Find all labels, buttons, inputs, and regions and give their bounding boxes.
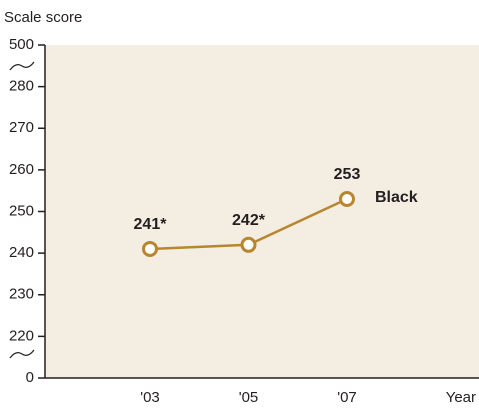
y-axis-label: Scale score [4, 9, 82, 26]
x-tick-label: '03 [140, 389, 160, 406]
x-tick-label: '05 [239, 389, 259, 406]
y-tick-label: 260 [9, 161, 34, 178]
y-tick-label: 220 [9, 327, 34, 344]
y-tick-label: 250 [9, 202, 34, 219]
y-tick-label: 500 [9, 36, 34, 53]
marker [142, 240, 158, 257]
marker [339, 191, 355, 208]
marker [240, 236, 257, 253]
data-label: 241* [134, 216, 168, 233]
y-tick-label: 280 [9, 78, 34, 95]
y-tick-label: 0 [26, 369, 34, 386]
data-label: 242* [232, 212, 266, 229]
y-tick-label: 230 [9, 286, 34, 303]
axis-break [9, 61, 35, 71]
data-label: 253 [334, 166, 361, 183]
legend-label: Black [375, 189, 418, 206]
x-axis-label: Year [446, 389, 476, 406]
axis-break [9, 349, 35, 359]
plot-area [45, 45, 479, 378]
y-tick-label: 240 [9, 244, 34, 261]
y-tick-label: 270 [9, 119, 34, 136]
x-tick-label: '07 [337, 389, 357, 406]
